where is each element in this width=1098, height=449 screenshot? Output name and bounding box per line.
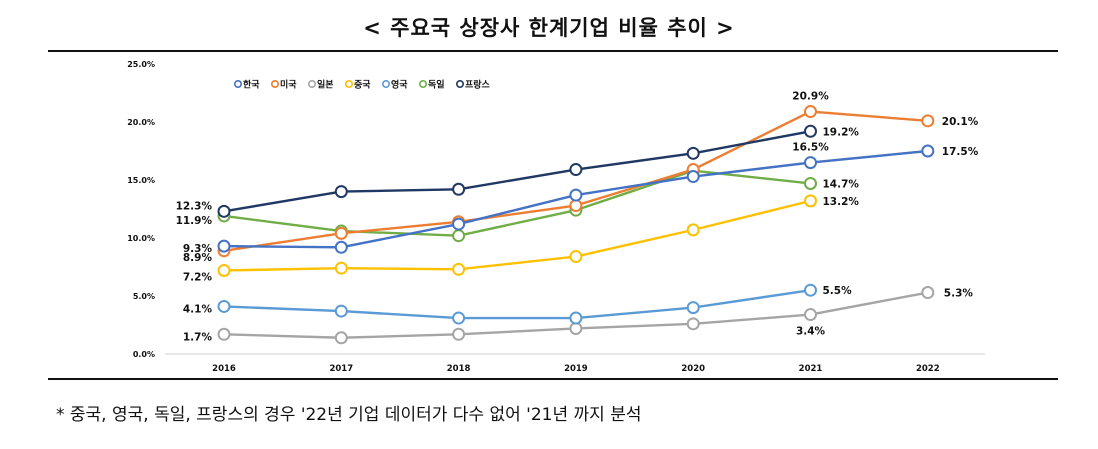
data-point (334, 185, 348, 199)
legend-label: 영국 (391, 79, 408, 91)
legend-marker (234, 80, 243, 89)
data-label: 5.5% (823, 285, 853, 297)
data-point (686, 223, 700, 237)
data-point (804, 124, 817, 138)
data-point (804, 194, 817, 208)
data-point (569, 321, 583, 335)
x-tick-label: 2021 (799, 364, 823, 374)
data-point (217, 204, 231, 218)
data-point (921, 144, 935, 158)
data-point (569, 163, 583, 177)
data-point (569, 188, 583, 202)
legend-label: 프랑스 (465, 79, 491, 91)
data-point (334, 304, 348, 318)
data-point (452, 311, 466, 325)
data-point (334, 226, 348, 240)
data-label: 7.2% (183, 271, 213, 283)
data-point (452, 182, 466, 196)
y-tick-label: 25.0% (127, 60, 155, 69)
data-point (569, 199, 583, 213)
data-label: 16.5% (792, 142, 829, 154)
data-point (804, 308, 817, 322)
data-label: 20.9% (792, 91, 829, 103)
y-tick-label: 5.0% (133, 292, 155, 301)
legend-label: 미국 (280, 79, 297, 91)
legend-label: 중국 (354, 80, 371, 91)
y-tick-label: 15.0% (127, 176, 155, 185)
legend-marker (455, 80, 464, 89)
top-rule (48, 50, 1058, 52)
legend-label: 일본 (317, 79, 334, 91)
series-line (223, 130, 811, 213)
data-label: 9.3% (183, 243, 213, 255)
x-tick-label: 2019 (564, 364, 588, 374)
legend-label: 독일 (428, 79, 445, 91)
data-label: 19.2% (823, 126, 860, 138)
y-tick-label: 10.0% (127, 234, 155, 243)
bottom-rule (48, 378, 1058, 380)
data-point (686, 146, 700, 160)
data-point (921, 286, 935, 300)
legend-marker (381, 80, 390, 89)
data-label: 12.3% (176, 200, 213, 212)
legend-marker (307, 80, 316, 89)
data-point (334, 240, 348, 254)
data-point (686, 317, 700, 331)
data-point (804, 283, 817, 297)
data-label: 17.5% (942, 146, 979, 158)
y-tick-label: 20.0% (127, 118, 155, 127)
data-label: 14.7% (823, 178, 860, 190)
data-label: 11.9% (176, 215, 213, 227)
data-label: 1.7% (183, 331, 213, 343)
series-line (223, 289, 811, 320)
data-point (804, 105, 817, 119)
data-point (334, 261, 348, 275)
data-point (804, 156, 817, 170)
series-line (223, 199, 811, 272)
data-label: 5.3% (944, 288, 974, 300)
x-tick-label: 2016 (212, 364, 236, 374)
data-point (686, 301, 700, 315)
x-tick-label: 2020 (681, 364, 705, 374)
data-label: 3.4% (796, 326, 826, 338)
data-label: 8.9% (183, 252, 213, 264)
legend-marker (344, 80, 353, 89)
data-point (921, 114, 935, 128)
data-point (217, 263, 231, 277)
data-point (452, 262, 466, 276)
legend-marker (418, 80, 427, 89)
data-point (452, 229, 466, 243)
data-label: 20.1% (942, 116, 979, 128)
data-point (217, 299, 231, 313)
x-tick-label: 2022 (916, 364, 940, 374)
data-point (217, 239, 231, 253)
data-label: 13.2% (823, 196, 860, 208)
footnote: * 중국, 영국, 독일, 프랑스의 경우 '22년 기업 데이터가 다수 없어… (56, 405, 642, 425)
x-tick-label: 2018 (447, 364, 471, 374)
data-point (452, 327, 466, 341)
data-point (217, 327, 231, 341)
series-line (223, 169, 811, 237)
y-tick-label: 0.0% (133, 350, 155, 359)
data-point (334, 331, 348, 345)
data-point (804, 176, 817, 190)
legend-marker (270, 80, 279, 89)
data-point (569, 250, 583, 264)
legend-label: 한국 (243, 79, 260, 91)
x-tick-label: 2017 (329, 364, 353, 374)
data-point (569, 311, 583, 325)
data-point (452, 217, 466, 231)
chart-title: < 주요국 상장사 한계기업 비율 추이 > (363, 16, 735, 40)
data-point (686, 170, 700, 184)
data-label: 4.1% (183, 303, 213, 315)
